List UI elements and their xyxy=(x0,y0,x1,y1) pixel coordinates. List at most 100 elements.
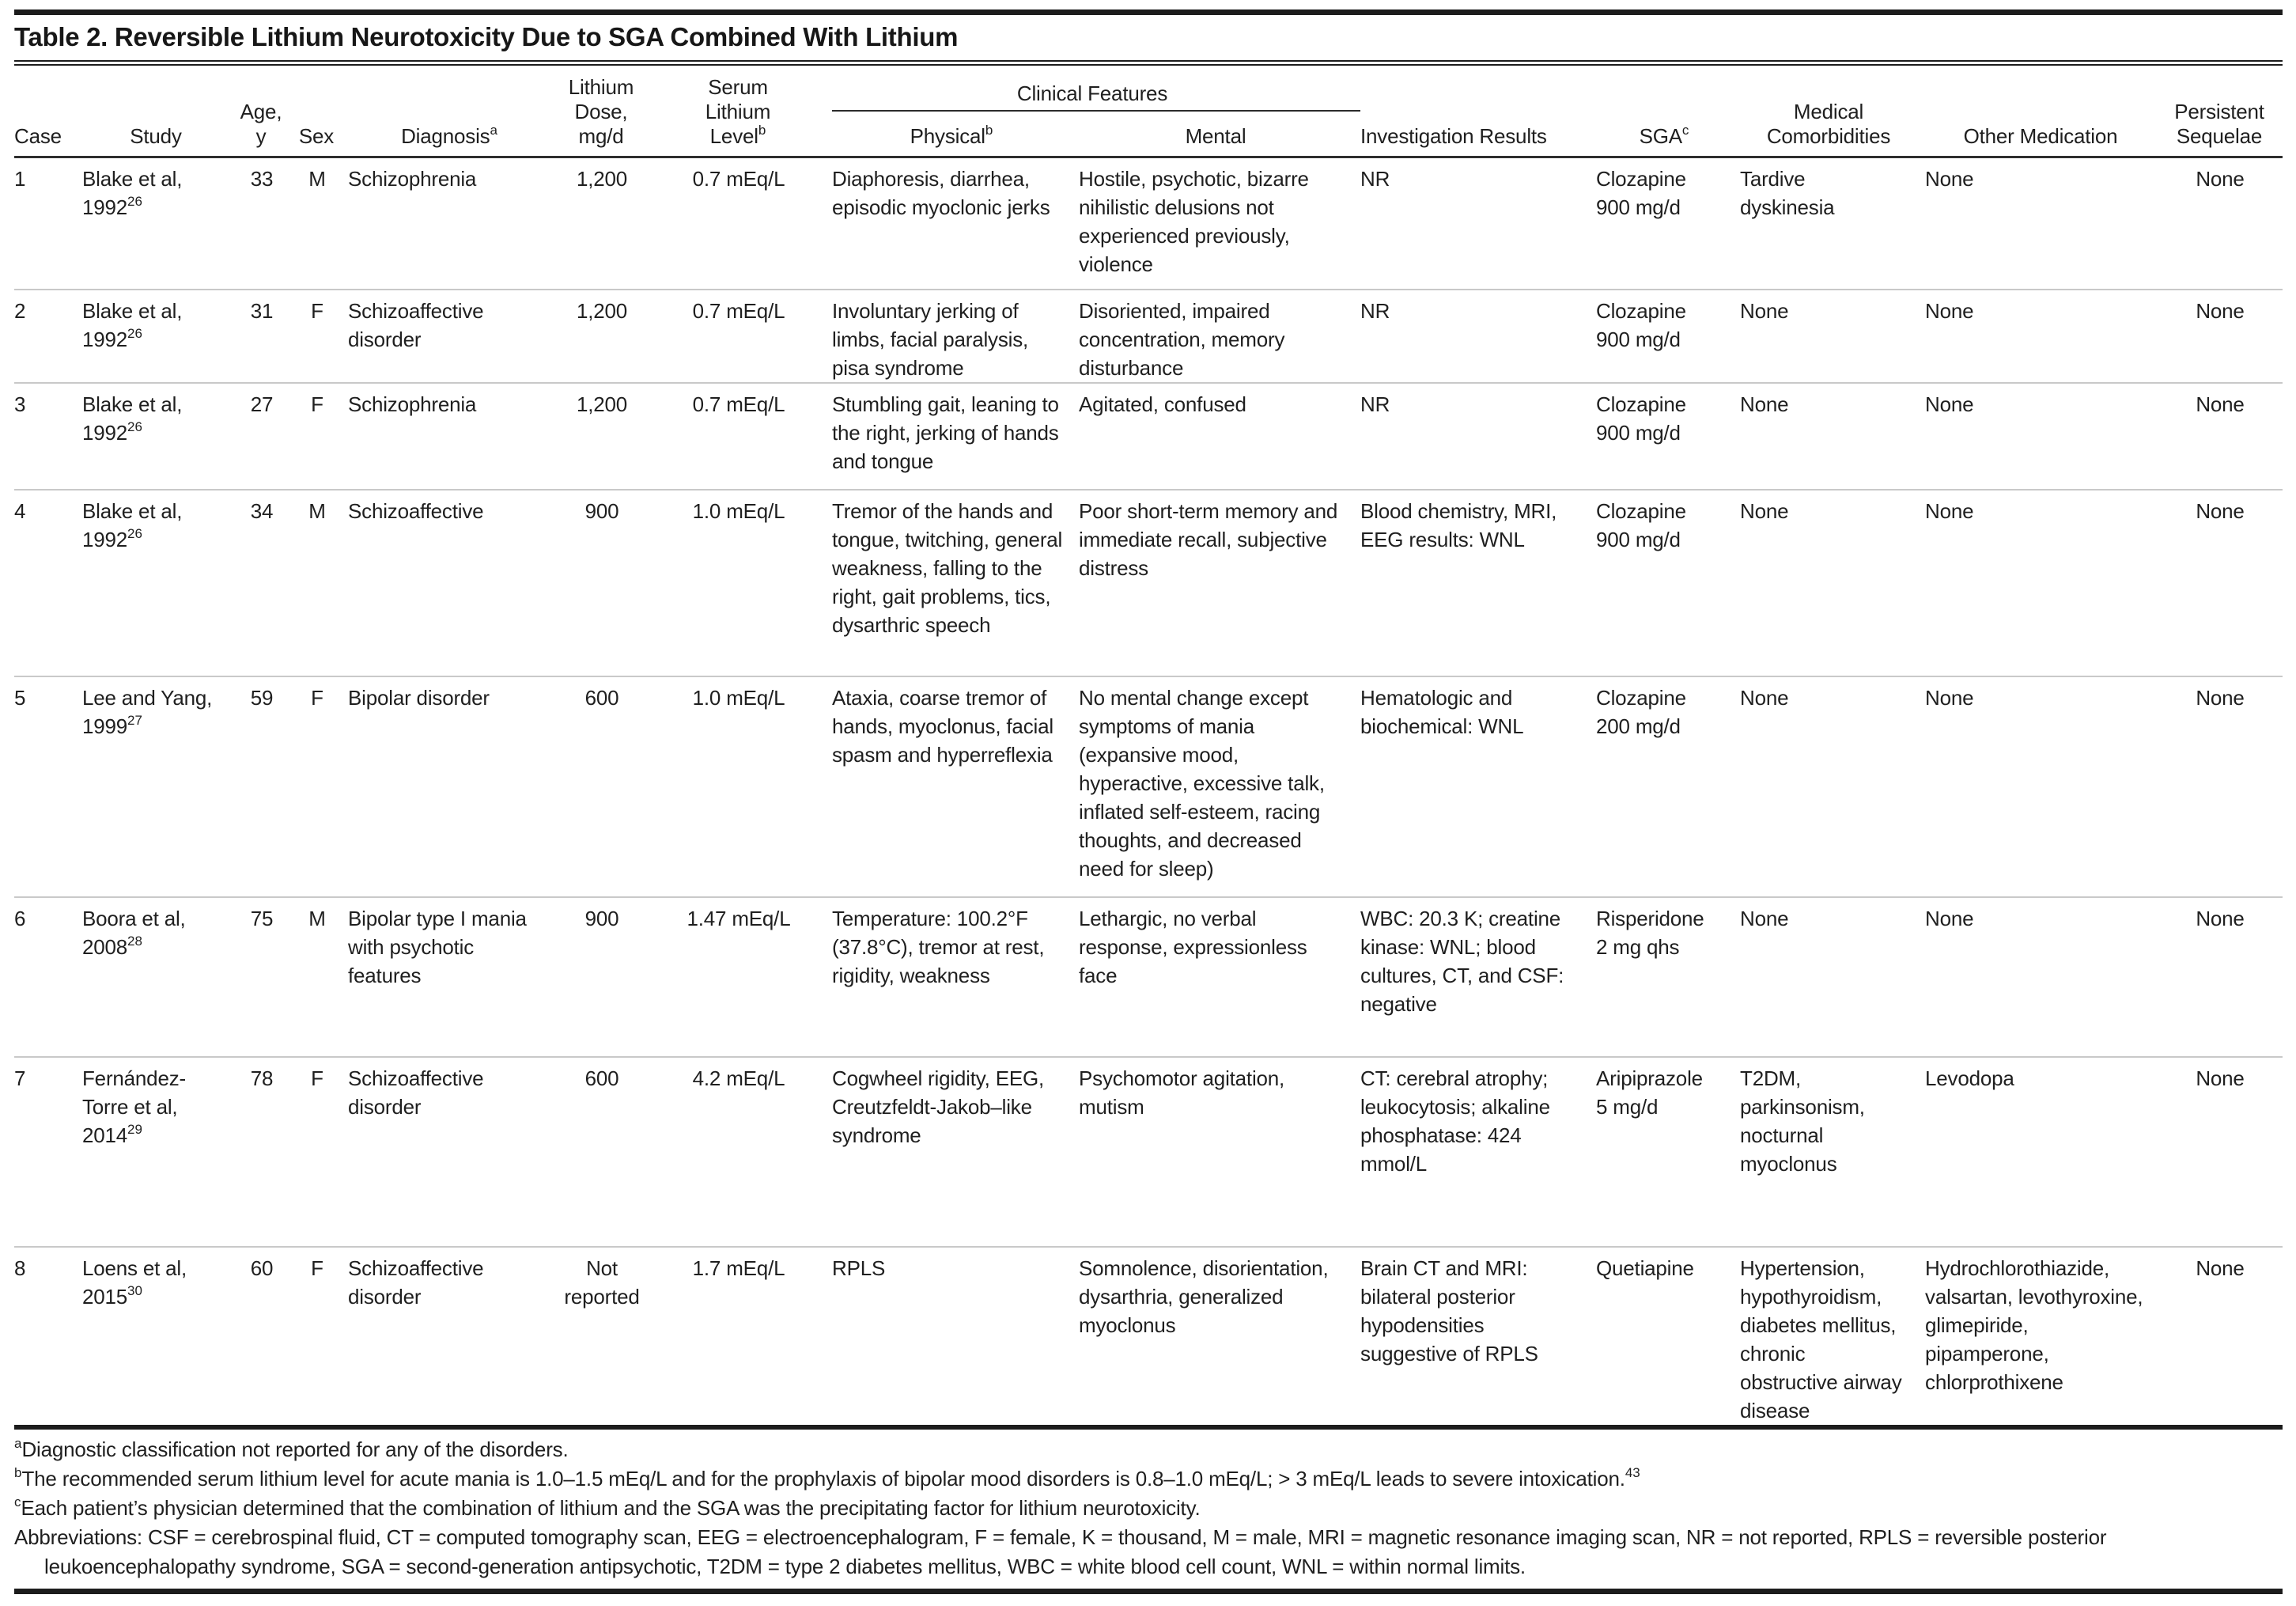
cell-physical: RPLS xyxy=(832,1245,1079,1430)
cell-case: 7 xyxy=(14,1055,82,1247)
cell-sequelae: None xyxy=(2164,288,2283,383)
cell-sga: Clozapine 900 mg/d xyxy=(1596,288,1741,383)
cell-dose: 600 xyxy=(558,675,652,897)
cell-sga: Quetiapine xyxy=(1596,1245,1741,1430)
cell-serum: 0.7 mEq/L xyxy=(652,156,832,290)
cell-sga: Clozapine 900 mg/d xyxy=(1596,156,1741,290)
cell-study: Blake et al, 199226 xyxy=(82,488,237,676)
cell-dose: 1,200 xyxy=(558,288,652,383)
footnote-marker: c xyxy=(14,1494,21,1509)
cell-other-medication: None xyxy=(1925,675,2165,897)
cell-dose: 1,200 xyxy=(558,156,652,290)
cell-sex: M xyxy=(293,488,348,676)
cell-physical: Cogwheel rigidity, EEG, Creutzfeldt-Jako… xyxy=(832,1055,1079,1247)
cell-diagnosis: Schizophrenia xyxy=(348,156,558,290)
cell-age: 31 xyxy=(237,288,293,383)
table-row: 6 Boora et al, 200828 75 M Bipolar type I ma… xyxy=(14,896,2283,1057)
cell-sex: F xyxy=(293,1245,348,1430)
cell-investigation: Blood chemistry, MRI, EEG results: WNL xyxy=(1360,488,1597,676)
cell-other-medication: None xyxy=(1925,488,2165,676)
footnote: aDiagnostic classification not reported … xyxy=(14,1435,569,1461)
reference-superscript: 29 xyxy=(127,1121,142,1137)
cell-physical: Temperature: 100.2°F (37.8°C), tremor at… xyxy=(832,896,1079,1057)
cell-comorbidities: None xyxy=(1740,896,1926,1057)
cell-study: Boora et al, 200828 xyxy=(82,896,237,1057)
cell-mental: Disoriented, impaired concentration, mem… xyxy=(1079,288,1361,383)
cell-age: 59 xyxy=(237,675,293,897)
cell-physical: Involuntary jerking of limbs, facial par… xyxy=(832,288,1079,383)
cell-age: 34 xyxy=(237,488,293,676)
cell-other-medication: None xyxy=(1925,896,2165,1057)
cell-sequelae: None xyxy=(2164,381,2283,490)
cell-case: 6 xyxy=(14,896,82,1057)
table-row: 1 Blake et al, 199226 33 M Schizophrenia 1,20… xyxy=(14,156,2283,290)
reference-superscript: 27 xyxy=(127,712,142,728)
cell-physical: Diaphoresis, diarrhea, episodic myocloni… xyxy=(832,156,1079,290)
cell-dose: 600 xyxy=(558,1055,652,1247)
header-serum-sup: b xyxy=(758,123,766,138)
cell-diagnosis: Schizoaffective xyxy=(348,488,558,676)
cell-mental: Agitated, confused xyxy=(1079,381,1361,490)
cell-sequelae: None xyxy=(2164,675,2283,897)
cell-diagnosis: Bipolar disorder xyxy=(348,675,558,897)
cell-comorbidities: None xyxy=(1740,288,1926,383)
header-physical: Physicalb xyxy=(832,111,1079,157)
reference-superscript: 43 xyxy=(1625,1464,1640,1480)
cell-investigation: NR xyxy=(1360,156,1597,290)
table-row: 2 Blake et al, 199226 31 F Schizoaffective d… xyxy=(14,288,2283,383)
header-age: Age, y xyxy=(240,100,282,148)
table-row: 3 Blake et al, 199226 27 F Schizophrenia 1,20… xyxy=(14,381,2283,490)
cell-investigation: NR xyxy=(1360,381,1597,490)
cell-study: Lee and Yang, 199927 xyxy=(82,675,237,897)
cell-serum: 1.47 mEq/L xyxy=(652,896,832,1057)
cell-comorbidities: Tardive dyskinesia xyxy=(1740,156,1926,290)
header-sex: Sex xyxy=(298,124,335,148)
footnote-marker: a xyxy=(14,1435,22,1451)
header-investigation-results: Investigation Results xyxy=(1360,124,1547,148)
reference-superscript: 26 xyxy=(127,325,142,341)
header-sga-label: SGA xyxy=(1639,124,1683,148)
cell-other-medication: None xyxy=(1925,381,2165,490)
cell-sequelae: None xyxy=(2164,896,2283,1057)
cell-age: 33 xyxy=(237,156,293,290)
cell-serum: 1.0 mEq/L xyxy=(652,488,832,676)
header-study: Study xyxy=(130,124,182,148)
footnote: bThe recommended serum lithium level for… xyxy=(14,1464,1640,1490)
reference-superscript: 26 xyxy=(127,419,142,434)
cell-serum: 1.0 mEq/L xyxy=(652,675,832,897)
cell-study: Blake et al, 199226 xyxy=(82,381,237,490)
table-row: 5 Lee and Yang, 199927 59 F Bipolar disorder… xyxy=(14,675,2283,897)
header-medical-comorbidities: Medical Comorbidities xyxy=(1766,100,1891,148)
cell-investigation: NR xyxy=(1360,288,1597,383)
footnote: cEach patient’s physician determined tha… xyxy=(14,1494,1201,1520)
cell-comorbidities: None xyxy=(1740,488,1926,676)
cell-mental: Poor short-term memory and immediate rec… xyxy=(1079,488,1361,676)
cell-sex: F xyxy=(293,288,348,383)
cell-diagnosis: Schizophrenia xyxy=(348,381,558,490)
cell-study: Loens et al, 201530 xyxy=(82,1245,237,1430)
cell-mental: No mental change except symptoms of mani… xyxy=(1079,675,1361,897)
table-row: 8 Loens et al, 201530 60 F Schizoaffective d… xyxy=(14,1245,2283,1430)
cell-sex: F xyxy=(293,1055,348,1247)
cell-comorbidities: Hypertension, hypothyroidism, diabetes m… xyxy=(1740,1245,1926,1430)
cell-investigation: Brain CT and MRI: bilateral posterior hy… xyxy=(1360,1245,1597,1430)
cell-age: 78 xyxy=(237,1055,293,1247)
cell-case: 8 xyxy=(14,1245,82,1430)
cell-sex: M xyxy=(293,896,348,1057)
cell-sex: F xyxy=(293,675,348,897)
cell-mental: Somnolence, disorientation, dysarthria, … xyxy=(1079,1245,1361,1430)
reference-superscript: 26 xyxy=(127,525,142,541)
cell-sga: Risperidone 2 mg qhs xyxy=(1596,896,1741,1057)
cell-case: 1 xyxy=(14,156,82,290)
header-serum-label: Serum Lithium Level xyxy=(705,75,771,148)
table-header: Case Study Age, y Sex Diagnosisa Lithium… xyxy=(14,66,2283,157)
cell-age: 75 xyxy=(237,896,293,1057)
cell-serum: 0.7 mEq/L xyxy=(652,381,832,490)
cell-other-medication: None xyxy=(1925,288,2165,383)
cell-comorbidities: T2DM, parkinsonism, nocturnal myoclonus xyxy=(1740,1055,1926,1247)
header-other-medication: Other Medication xyxy=(1963,124,2118,148)
cell-comorbidities: None xyxy=(1740,675,1926,897)
header-case: Case xyxy=(14,124,62,148)
cell-sga: Clozapine 900 mg/d xyxy=(1596,381,1741,490)
